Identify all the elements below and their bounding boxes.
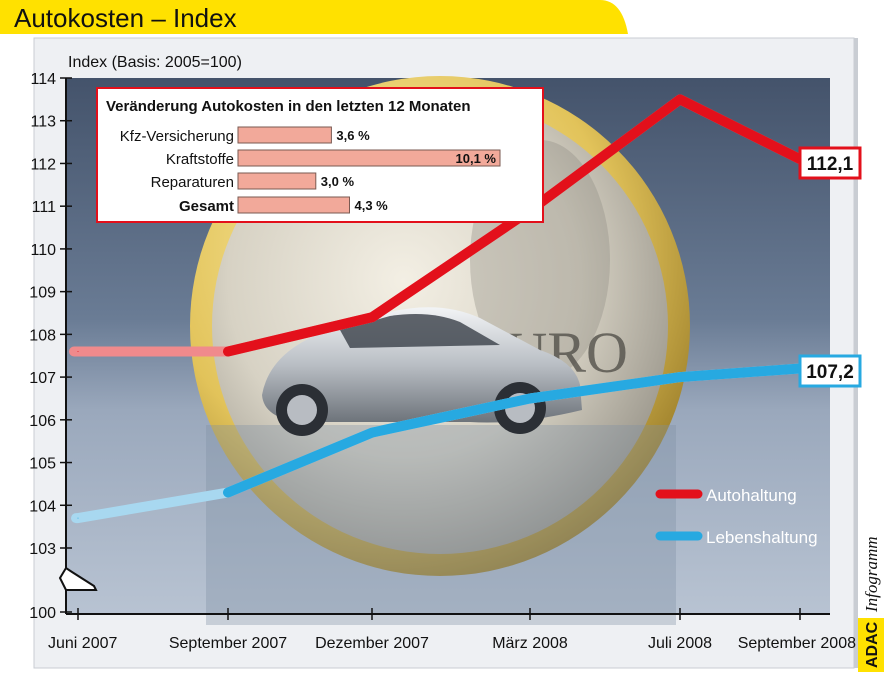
x-tick-label: Dezember 2007 [315,635,429,652]
x-tick-label: März 2008 [492,635,568,652]
y-tick-label: 108 [29,327,56,344]
brand-logo: ADAC [864,621,881,668]
brand-subtext: Infogramm [862,536,881,613]
legend-label-lebenshaltung: Lebenshaltung [706,528,818,547]
y-tick-label: 114 [30,71,56,88]
series-point-autohaltung [227,351,229,352]
y-tick-label: 105 [29,456,56,473]
end-label-lebenshaltung-text: 107,2 [806,362,854,383]
y-tick-label: 106 [29,413,56,430]
y-axis-break [58,566,98,591]
x-tick-label: Juli 2008 [648,635,712,652]
series-point-lebenshaltung [679,376,681,378]
series-point-autohaltung [679,98,681,100]
inset-bar [237,196,350,214]
x-tick-label: September 2008 [738,635,856,652]
series-point-lebenshaltung [529,398,531,399]
y-tick-label: 104 [29,498,56,515]
x-tick-label: September 2007 [169,635,287,652]
inset-value-label: 3,0 % [321,174,355,189]
y-axis-label: Index (Basis: 2005=100) [68,54,242,71]
inset-value-label: 10,1 % [456,151,497,166]
brand-logo-box [858,618,884,672]
inset-bar [237,149,501,167]
inset-title: Veränderung Autokosten in den letzten 12… [106,98,471,115]
inset-category-label: Reparaturen [151,174,234,191]
inset-value-label: 4,3 % [355,198,389,213]
axes: 100 103 104 105 106 107 108 109 110 111 112 113 114 J… [29,71,856,652]
inset-chart: Veränderung Autokosten in den letzten 12… [96,87,544,223]
inset-category-label: Kraftstoffe [166,151,234,168]
x-tick-label: Juni 2007 [48,635,117,652]
page-title: Autokosten – Index [14,3,237,33]
y-tick-label: 112 [30,156,56,173]
y-tick-label: 107 [29,370,56,387]
inset-bar [237,126,332,144]
series-point-autohaltung [77,351,79,352]
legend: Autohaltung Lebenshaltung [655,486,818,547]
brand-vertical: ADAC Infogramm [858,536,884,672]
y-tick-label: 103 [29,541,56,558]
series-point-lebenshaltung [227,492,229,493]
legend-label-autohaltung: Autohaltung [706,486,797,505]
inset-value-label: 3,6 % [336,128,370,143]
end-label-autohaltung-text: 112,1 [807,154,854,175]
y-tick-label: 109 [29,285,56,302]
end-label-lebenshaltung: 107,2 [798,354,862,388]
end-label-autohaltung: 112,1 [798,146,862,180]
inset-bars: Kfz-Versicherung 3,6 % Kraftstoffe 10,1 % Re… [120,126,501,215]
inset-bar [237,172,317,190]
series-point-autohaltung [371,316,373,318]
series-point-lebenshaltung [77,517,79,519]
y-tick-label: 113 [30,114,56,131]
title-bar: Autokosten – Index [0,0,628,34]
inset-category-label: Gesamt [179,198,234,215]
inset-category-label: Kfz-Versicherung [120,128,234,145]
series-point-lebenshaltung [371,432,373,434]
frame-right-edge [854,38,858,668]
y-tick-label: 110 [30,242,56,259]
y-tick-label: 111 [32,199,56,216]
y-tick-label: 100 [29,605,56,622]
